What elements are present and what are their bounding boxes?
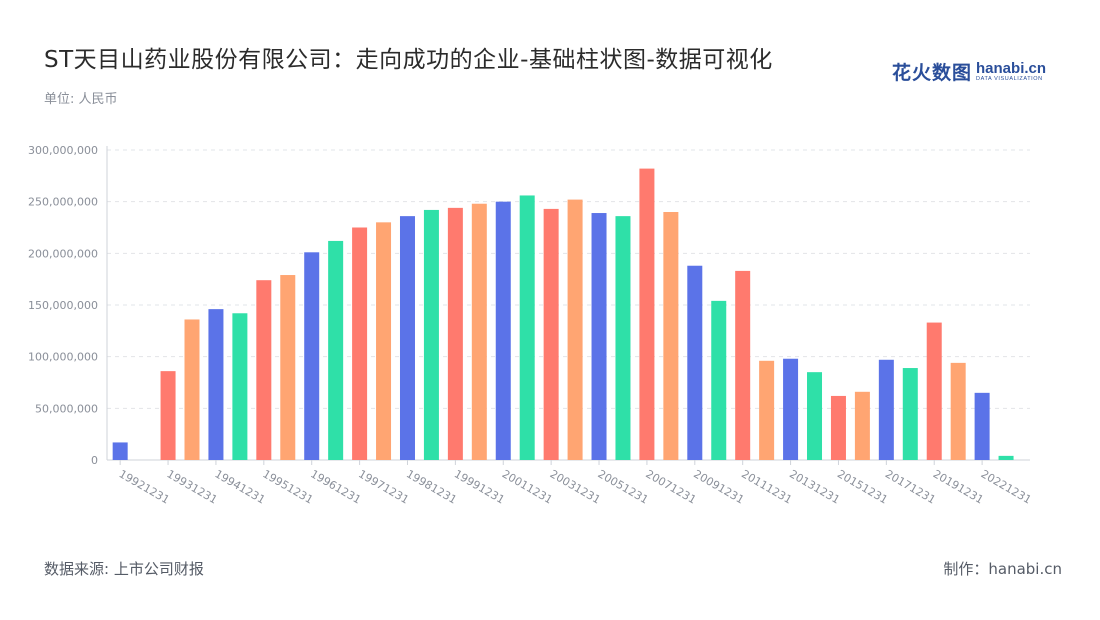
x-tick-label: 19931231 [165,467,220,506]
bar [304,252,320,460]
bar [615,216,631,460]
bar [830,395,846,460]
y-tick-label: 0 [91,454,98,467]
y-tick-label: 200,000,000 [28,247,98,260]
x-tick-label: 19941231 [212,467,267,506]
bar [878,359,894,460]
bar [854,391,870,460]
y-tick-label: 250,000,000 [28,196,98,209]
x-tick-label: 20191231 [931,467,986,506]
bar [399,216,415,460]
unit-label: 单位: 人民币 [44,92,118,107]
bar [974,392,990,460]
bar [639,168,655,460]
x-tick-label: 19961231 [308,467,363,506]
bar [280,275,296,460]
bar [711,300,727,460]
x-tick-label: 19921231 [117,467,172,506]
x-tick-label: 20031231 [548,467,603,506]
y-tick-label: 300,000,000 [28,144,98,157]
y-tick-label: 150,000,000 [28,299,98,312]
brand-logo-en: hanabi.cn [976,59,1047,77]
x-tick-label: 20071231 [643,467,698,506]
x-tick-label: 20131231 [787,467,842,506]
x-tick-label: 20151231 [835,467,890,506]
bar [807,372,823,460]
brand-logo: 花火数图 hanabi.cn DATA VISUALIZATION [892,58,1046,85]
credit-label: 制作：hanabi.cn [943,560,1062,578]
brand-logo-cn: 花火数图 [892,62,973,84]
x-tick-label: 20011231 [500,467,555,506]
y-tick-label: 100,000,000 [28,351,98,364]
bar [591,213,607,460]
x-tick-label: 19981231 [404,467,459,506]
bar [687,265,703,460]
bar [423,209,439,460]
x-tick-label: 19971231 [356,467,411,506]
data-source: 数据来源: 上市公司财报 [44,560,204,578]
x-tick-label: 20051231 [596,467,651,506]
x-tick-label: 20091231 [691,467,746,506]
bar [567,199,583,460]
bar [208,309,224,460]
chart-title: ST天目山药业股份有限公司：走向成功的企业-基础柱状图-数据可视化 [44,47,773,73]
bar [495,201,511,460]
bar [328,240,344,460]
bar [471,203,487,460]
bar [447,207,463,460]
x-tick-label: 19951231 [260,467,315,506]
bar [926,322,942,460]
bar [112,442,128,460]
bar [950,362,966,460]
bar [352,227,368,460]
x-tick-label: 19991231 [452,467,507,506]
bar [783,358,799,460]
x-tick-label: 20111231 [739,467,794,506]
bar [663,212,679,460]
bar [184,319,200,460]
bar [256,280,272,460]
bar [759,360,775,460]
bar [543,208,559,460]
brand-logo-en-block: hanabi.cn DATA VISUALIZATION [976,61,1046,83]
brand-logo-tagline: DATA VISUALIZATION [976,75,1043,82]
bar [232,313,248,460]
x-tick-label: 20221231 [979,467,1034,506]
bar [902,368,918,460]
bar [160,371,176,460]
bar [519,195,535,460]
x-tick-label: 20171231 [883,467,938,506]
bar [998,455,1014,460]
y-tick-label: 50,000,000 [35,402,98,415]
bar [735,270,751,460]
bar [376,222,392,460]
